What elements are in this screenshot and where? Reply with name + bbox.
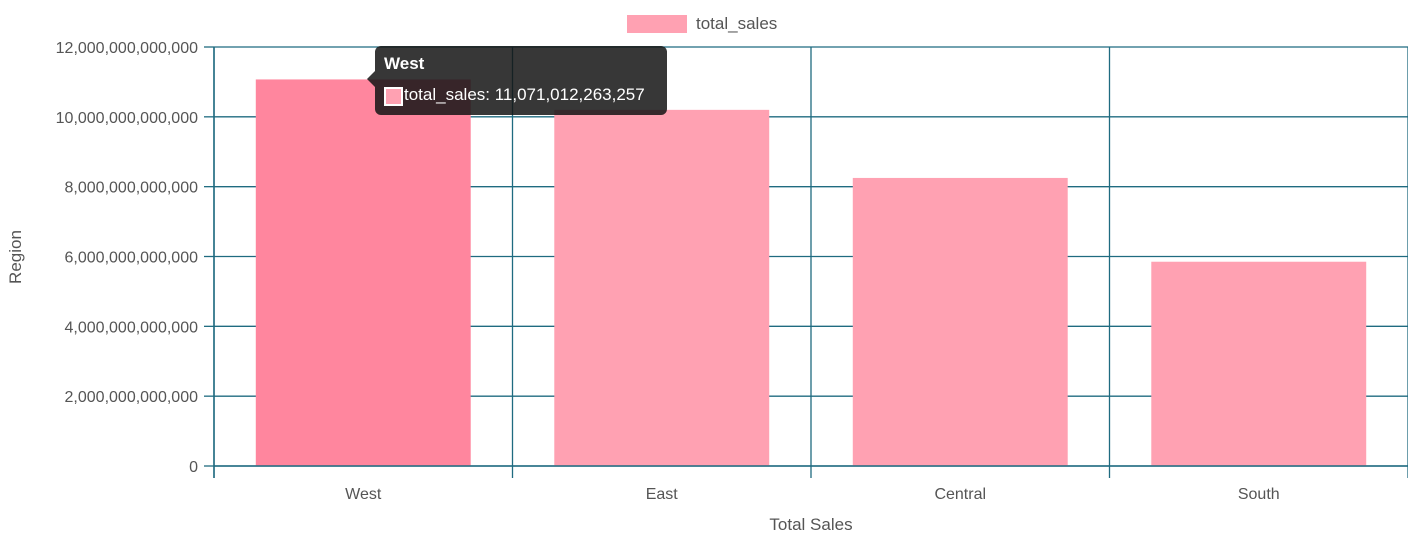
tooltip-swatch [384,87,403,106]
y-tick-label: 12,000,000,000,000 [56,40,198,57]
x-tick-label: East [646,486,679,503]
bar-central[interactable] [852,177,1068,466]
y-tick-label: 0 [189,459,198,476]
axes [204,46,1408,478]
y-axis-title: Region [6,230,25,284]
legend-swatch[interactable] [627,15,687,33]
x-axis-title: Total Sales [769,515,852,534]
tooltip-label: total_sales: 11,071,012,263,257 [404,85,645,104]
bars [255,79,1367,466]
tooltip: West total_sales: 11,071,012,263,257 [367,46,667,115]
y-tick-label: 6,000,000,000,000 [65,250,199,267]
bar-east[interactable] [554,109,770,466]
y-tick-label: 2,000,000,000,000 [65,389,199,406]
x-tick-label: South [1238,486,1280,503]
y-tick-label: 4,000,000,000,000 [65,319,199,336]
bar-west[interactable] [255,79,471,466]
bar-south[interactable] [1151,261,1367,466]
x-tick-labels: West East Central South [345,486,1279,503]
legend-label[interactable]: total_sales [696,14,777,33]
x-tick-label: West [345,486,382,503]
y-tick-labels: 0 2,000,000,000,000 4,000,000,000,000 6,000… [56,40,198,476]
legend[interactable]: total_sales [627,14,777,33]
tooltip-title: West [384,54,425,73]
y-tick-label: 10,000,000,000,000 [56,110,198,127]
y-tick-label: 8,000,000,000,000 [65,180,199,197]
x-tick-label: Central [934,486,986,503]
